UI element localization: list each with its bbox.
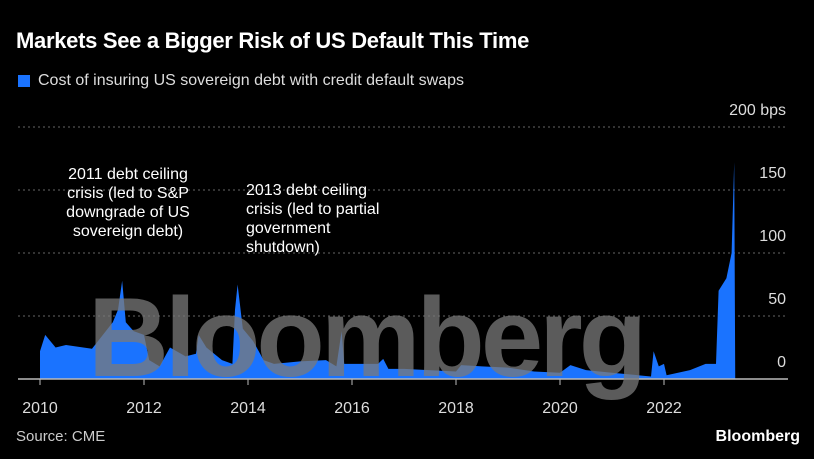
watermark: Bloomberg [88,275,647,400]
x-tick-label: 2020 [542,400,578,417]
annotation-2011: 2011 debt ceiling crisis (led to S&P dow… [66,166,190,240]
y-tick-label: 200 bps [729,102,786,119]
y-tick-label: 150 [759,165,786,182]
chart-title: Markets See a Bigger Risk of US Default … [16,28,530,53]
x-tick-label: 2010 [22,400,58,417]
y-tick-label: 50 [768,291,786,308]
x-tick-label: 2022 [646,400,682,417]
x-tick-label: 2014 [230,400,266,417]
y-tick-label: 0 [777,354,786,371]
x-tick-label: 2018 [438,400,474,417]
source-note: Source: CME [16,428,106,445]
bloomberg-logo: Bloomberg [715,428,800,445]
y-tick-label: 100 [759,228,786,245]
legend-label: Cost of insuring US sovereign debt with … [38,72,464,89]
legend-swatch [18,75,30,87]
legend: Cost of insuring US sovereign debt with … [18,72,464,90]
annotation-2013: 2013 debt ceiling crisis (led to partial… [246,182,380,256]
series-area [40,162,736,379]
x-tick-label: 2016 [334,400,370,417]
x-tick-label: 2012 [126,400,162,417]
